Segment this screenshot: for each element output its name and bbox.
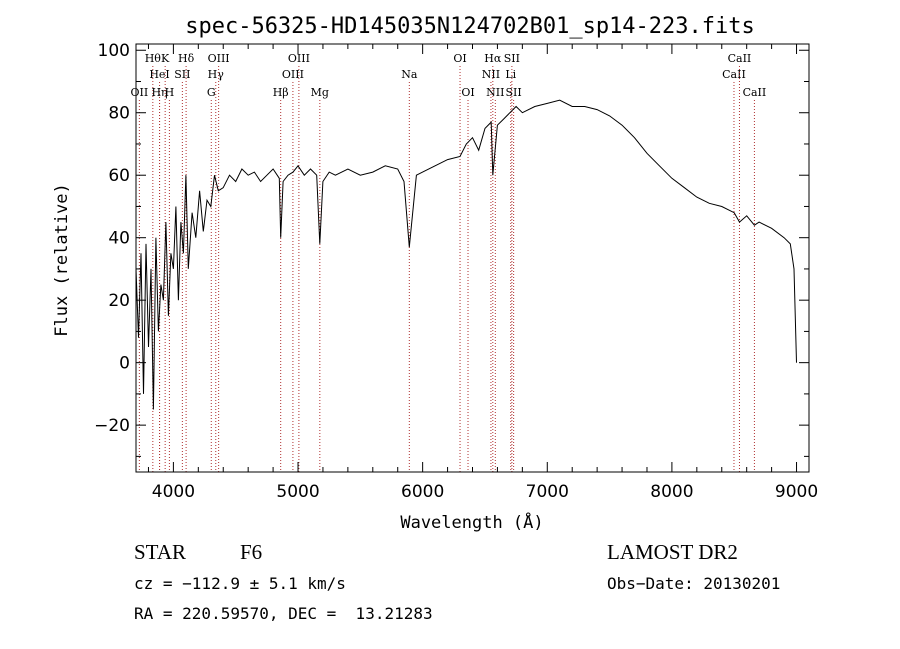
x-tick-label: 9000 [775, 482, 818, 502]
axis-ticks-layer: 4000 5000 6000 7000 8000 9000 −20 0 20 40 60 80 100 [94, 41, 818, 502]
observation-date: Obs−Date: 20130201 [607, 574, 781, 593]
spectral-line-label: Hη [151, 86, 167, 99]
redshift-cz: cz = −112.9 ± 5.1 km/s [134, 574, 346, 593]
spectral-line-label: Na [401, 68, 418, 81]
spectral-line-label: CaII [728, 52, 752, 65]
x-tick-label: 7000 [526, 482, 569, 502]
object-class: STAR [134, 540, 186, 564]
x-axis-label: Wavelength (Å) [400, 511, 543, 533]
spectral-line-label: OII [131, 86, 149, 99]
spectral-line-label: HeI [149, 68, 169, 81]
y-tick-label: 60 [108, 166, 130, 186]
spectral-line-label: OIII [282, 68, 304, 81]
spectral-line-label: Hα [484, 52, 502, 65]
spectral-line-label: OI [453, 52, 466, 65]
spectral-line-label: Li [505, 68, 516, 81]
x-tick-label: 6000 [401, 482, 444, 502]
y-axis-label: Flux (relative) [52, 183, 72, 337]
spectral-line-label: G [207, 86, 216, 99]
ra-dec-coordinates: RA = 220.59570, DEC = 13.21283 [134, 604, 433, 623]
y-tick-label: −20 [94, 416, 130, 436]
spectral-line-label: H [165, 86, 175, 99]
y-tick-label: 0 [119, 354, 130, 374]
spectral-lines-layer: OII Hθ HeI Hη K H SII Hδ G Hγ OIII Hβ OIII OIII Mg Na OI… [131, 52, 767, 472]
spectral-line-label: Hγ [208, 68, 225, 81]
spectral-line-label: OIII [288, 52, 310, 65]
y-tick-label: 100 [98, 41, 130, 61]
spectral-line-label: Hβ [273, 86, 289, 99]
spectral-line-label: OI [461, 86, 474, 99]
spectral-line-label: Hθ [145, 52, 162, 65]
spectral-line-label: SII [506, 86, 522, 99]
spectral-line-label: NII [482, 68, 500, 81]
plot-frame [135, 43, 810, 473]
survey-name: LAMOST DR2 [607, 540, 738, 564]
spectral-line-label: CaII [743, 86, 767, 99]
object-subclass: F6 [240, 540, 263, 564]
spectral-line-label: SII [174, 68, 190, 81]
y-tick-label: 80 [108, 104, 130, 124]
spectral-line-label: CaII [722, 68, 746, 81]
x-tick-label: 4000 [152, 482, 195, 502]
x-tick-label: 8000 [650, 482, 693, 502]
spectrum-series-line [135, 99, 797, 410]
chart-title: spec-56325-HD145035N124702B01_sp14-223.f… [185, 14, 755, 39]
spectral-line-label: Mg [311, 86, 329, 99]
y-tick-label: 20 [108, 291, 130, 311]
x-tick-label: 5000 [276, 482, 319, 502]
spectral-line-label: NII [486, 86, 504, 99]
spectral-line-label: OIII [208, 52, 230, 65]
spectral-line-label: SII [504, 52, 520, 65]
spectral-line-label: Hδ [178, 52, 195, 65]
y-tick-label: 40 [108, 229, 130, 249]
spectral-line-label: K [161, 52, 170, 65]
